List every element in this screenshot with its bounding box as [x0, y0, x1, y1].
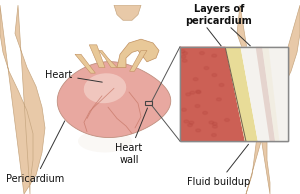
- Polygon shape: [262, 47, 279, 141]
- Bar: [180, 47, 288, 141]
- Circle shape: [212, 74, 217, 77]
- Circle shape: [219, 83, 224, 87]
- Circle shape: [209, 121, 214, 124]
- Polygon shape: [241, 47, 288, 141]
- Bar: [180, 47, 288, 141]
- Circle shape: [188, 124, 192, 127]
- Circle shape: [204, 67, 209, 70]
- Circle shape: [190, 91, 195, 94]
- Circle shape: [181, 55, 186, 58]
- Text: Pericardium: Pericardium: [6, 121, 65, 184]
- Text: Fluid buildup: Fluid buildup: [188, 144, 250, 187]
- Circle shape: [193, 78, 198, 81]
- Circle shape: [186, 93, 190, 96]
- Text: Layers of
pericardium: Layers of pericardium: [186, 4, 252, 26]
- Polygon shape: [99, 50, 117, 68]
- Polygon shape: [114, 5, 141, 20]
- Circle shape: [225, 119, 230, 121]
- Circle shape: [196, 90, 200, 93]
- Polygon shape: [57, 62, 171, 138]
- Polygon shape: [0, 5, 45, 194]
- Circle shape: [183, 52, 188, 55]
- Polygon shape: [89, 45, 105, 68]
- Circle shape: [196, 91, 201, 94]
- Polygon shape: [117, 39, 159, 68]
- Circle shape: [184, 120, 189, 123]
- Circle shape: [217, 98, 221, 101]
- Circle shape: [200, 52, 204, 55]
- Text: Heart: Heart: [45, 70, 102, 82]
- Circle shape: [195, 105, 200, 107]
- Circle shape: [182, 108, 186, 111]
- Circle shape: [212, 133, 216, 137]
- Text: Heart
wall: Heart wall: [116, 108, 148, 165]
- Polygon shape: [180, 47, 245, 141]
- Circle shape: [212, 122, 217, 125]
- Ellipse shape: [78, 130, 132, 152]
- Circle shape: [182, 59, 187, 62]
- Polygon shape: [256, 47, 275, 141]
- Circle shape: [196, 129, 201, 132]
- Ellipse shape: [84, 73, 126, 103]
- Polygon shape: [237, 5, 300, 194]
- Bar: [145, 101, 152, 105]
- Polygon shape: [225, 47, 258, 141]
- Polygon shape: [130, 50, 147, 71]
- Polygon shape: [75, 54, 95, 73]
- Circle shape: [212, 125, 217, 128]
- Circle shape: [212, 54, 217, 57]
- Circle shape: [180, 50, 185, 53]
- Circle shape: [203, 111, 208, 114]
- Circle shape: [189, 121, 194, 124]
